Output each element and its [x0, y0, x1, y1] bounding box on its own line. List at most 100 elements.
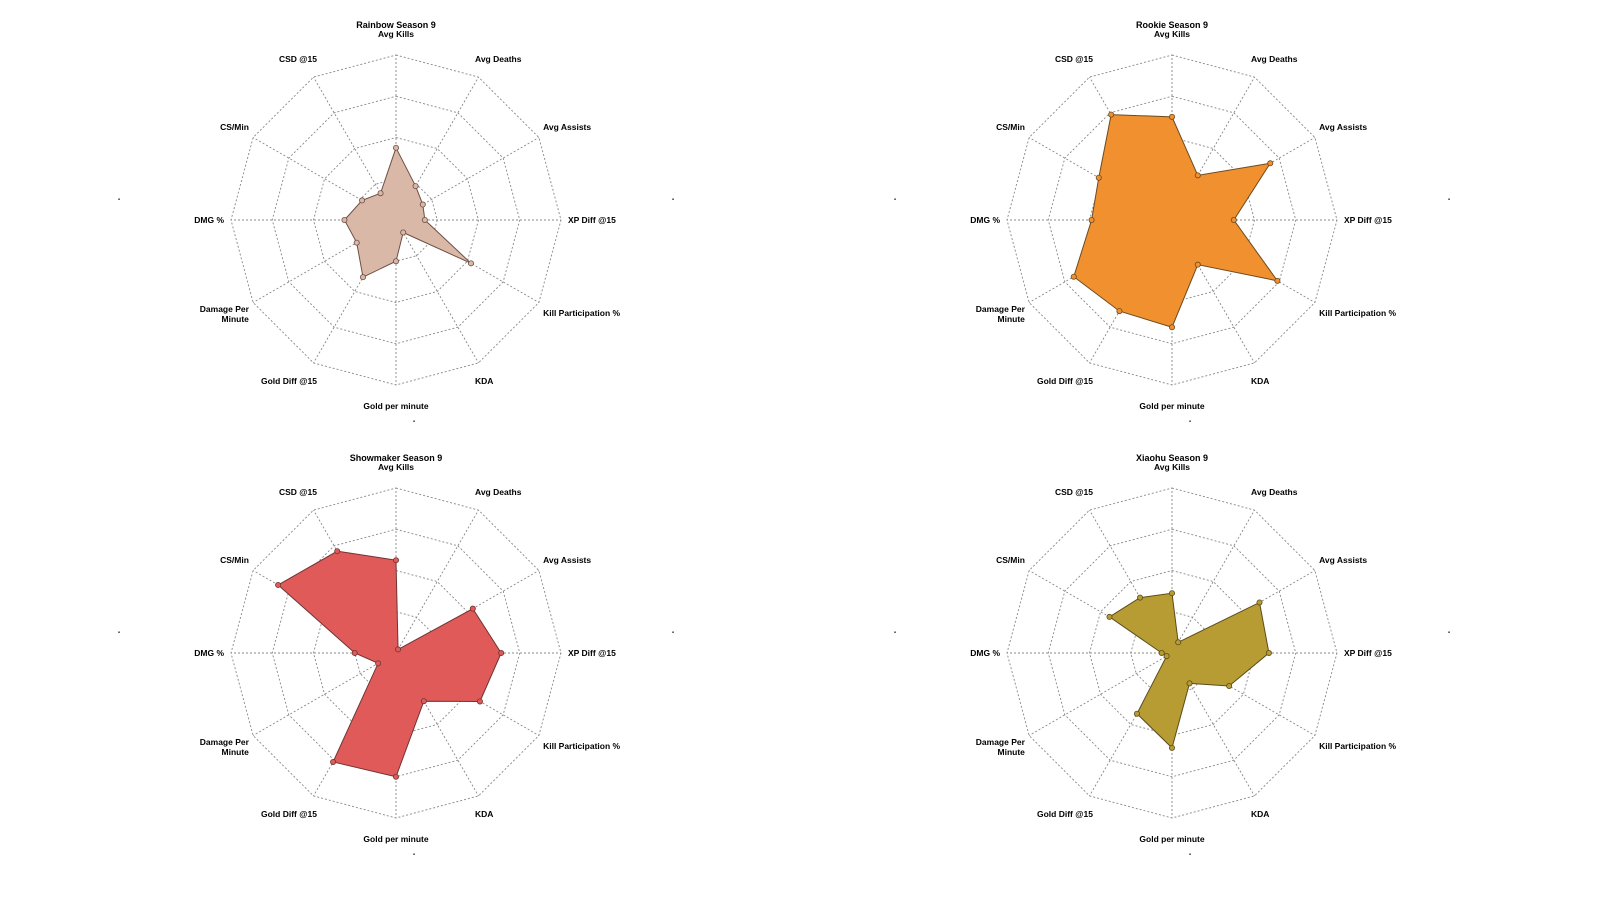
chart-title: Showmaker Season 9	[350, 453, 443, 463]
axis-label: CSD @15	[1055, 54, 1093, 64]
grid-spoke	[1089, 219, 1173, 364]
data-point	[1070, 273, 1077, 280]
data-point	[1175, 639, 1182, 646]
data-point	[351, 650, 358, 657]
data-point	[377, 190, 384, 197]
axis-label: KDA	[475, 376, 493, 386]
data-point	[1226, 683, 1233, 690]
data-point	[420, 698, 427, 705]
grid-spoke	[1171, 652, 1255, 797]
grid-spoke	[252, 219, 397, 303]
data-point	[1116, 308, 1123, 315]
axis-label: Avg Deaths	[475, 54, 522, 64]
axis-label: Gold per minute	[1139, 834, 1204, 844]
stray-mark: ▪	[1189, 419, 1191, 425]
axis-label: Avg Deaths	[1251, 487, 1298, 497]
axis-label: Damage Per Minute	[200, 304, 250, 324]
grid-spoke	[1089, 76, 1173, 221]
grid-spoke	[1171, 570, 1316, 654]
stray-mark: ▪	[672, 630, 674, 636]
data-point	[1194, 261, 1201, 268]
grid-ring	[1047, 95, 1297, 345]
data-point	[359, 197, 366, 204]
axis-label: Avg Assists	[1319, 555, 1367, 565]
axis-label: Damage Per Minute	[976, 304, 1026, 324]
grid-spoke	[313, 76, 397, 221]
axis-label: Avg Kills	[1154, 462, 1190, 472]
axis-label: CSD @15	[279, 54, 317, 64]
data-point	[468, 260, 475, 267]
data-point	[395, 646, 402, 653]
data-point	[375, 660, 382, 667]
grid-spoke	[1028, 219, 1173, 303]
grid-spoke	[1171, 219, 1255, 364]
axis-label: CS/Min	[220, 122, 249, 132]
stray-mark: ▪	[894, 197, 896, 203]
grid-spoke	[1028, 652, 1173, 736]
stray-mark: ▪	[894, 630, 896, 636]
axis-label: DMG %	[194, 215, 224, 225]
data-point	[1194, 172, 1201, 179]
axis-label: Gold Diff @15	[261, 376, 317, 386]
axis-label: Avg Assists	[543, 122, 591, 132]
data-point	[392, 144, 399, 151]
axis-label: KDA	[1251, 376, 1269, 386]
data-area	[277, 550, 502, 778]
grid-spoke	[395, 219, 540, 303]
grid-spoke	[1028, 137, 1173, 221]
grid-spoke	[395, 509, 479, 654]
data-area	[1073, 114, 1279, 328]
grid-spoke	[395, 219, 479, 364]
grid-spoke	[395, 652, 479, 797]
grid-spoke	[395, 137, 540, 221]
stray-mark: ▪	[413, 852, 415, 858]
data-point	[334, 548, 341, 555]
axis-label: Gold Diff @15	[1037, 376, 1093, 386]
grid-ring	[313, 137, 479, 303]
axis-label: Avg Kills	[378, 29, 414, 39]
axis-label: KDA	[1251, 809, 1269, 819]
axis-label: Avg Kills	[378, 462, 414, 472]
axis-label: Kill Participation %	[1319, 308, 1396, 318]
axis-label: Damage Per Minute	[200, 737, 250, 757]
data-area	[343, 146, 472, 278]
axis-label: Gold per minute	[1139, 401, 1204, 411]
data-point	[1106, 613, 1113, 620]
grid-spoke	[395, 76, 479, 221]
data-point	[392, 557, 399, 564]
data-point	[1137, 594, 1144, 601]
grid-ring	[1047, 528, 1297, 778]
stray-mark: ▪	[413, 419, 415, 425]
data-point	[469, 605, 476, 612]
chart-title: Xiaohu Season 9	[1136, 453, 1208, 463]
data-point	[1230, 216, 1237, 223]
data-point	[330, 758, 337, 765]
stray-mark: ▪	[118, 630, 120, 636]
stray-mark: ▪	[1189, 852, 1191, 858]
data-point	[1169, 590, 1176, 597]
data-point	[392, 258, 399, 265]
data-point	[1108, 111, 1115, 118]
data-point	[1088, 216, 1095, 223]
chart-title: Rainbow Season 9	[356, 20, 436, 30]
data-point	[359, 274, 366, 281]
axis-label: CS/Min	[996, 122, 1025, 132]
data-point	[1265, 650, 1272, 657]
axis-label: XP Diff @15	[568, 648, 616, 658]
grid-spoke	[1089, 652, 1173, 797]
data-point	[275, 581, 282, 588]
stray-mark: ▪	[118, 197, 120, 203]
data-point	[1158, 650, 1165, 657]
axis-label: CSD @15	[1055, 487, 1093, 497]
axis-label: CS/Min	[996, 555, 1025, 565]
grid-spoke	[1171, 219, 1316, 303]
data-point	[1163, 653, 1170, 660]
grid-spoke	[252, 652, 397, 736]
grid-spoke	[1171, 137, 1316, 221]
grid-spoke	[395, 652, 540, 736]
